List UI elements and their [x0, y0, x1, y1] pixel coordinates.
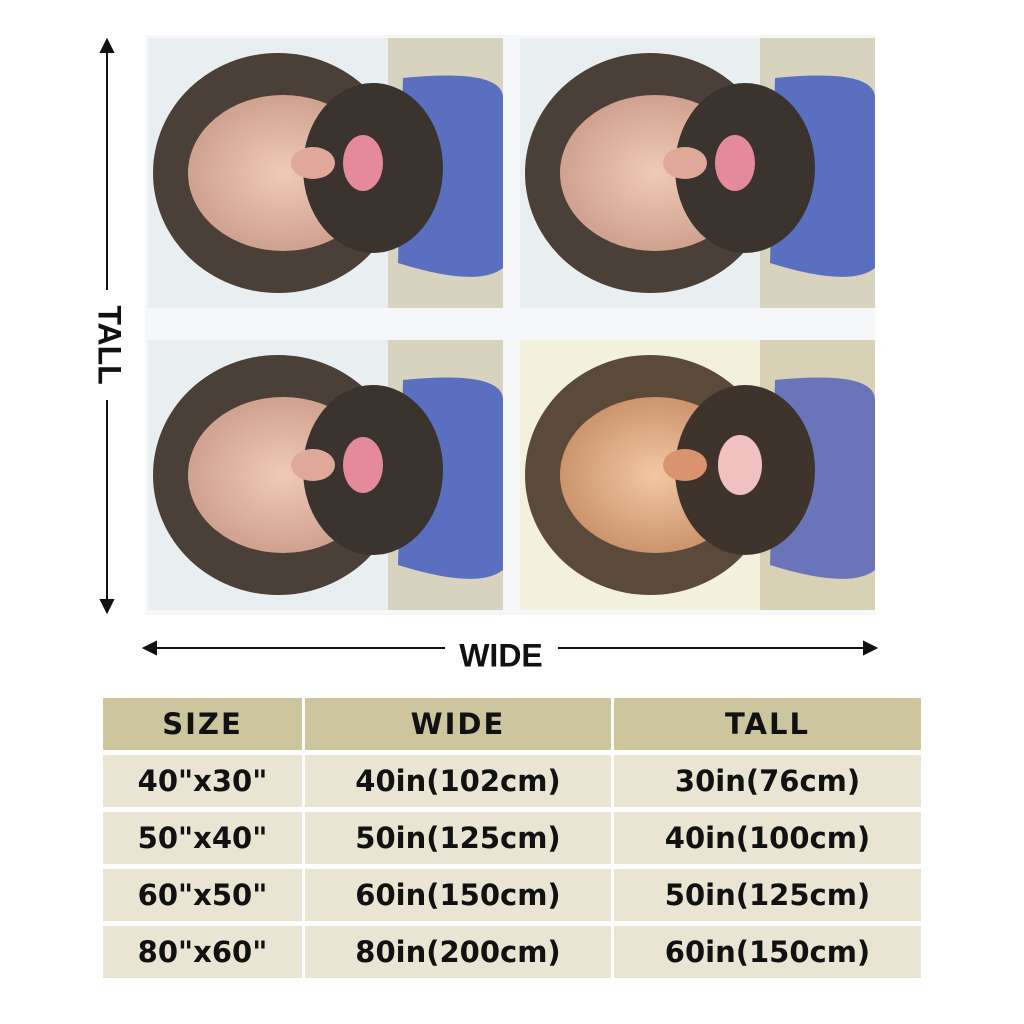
tall-label: TALL — [92, 305, 128, 384]
table-cell: 60in(150cm) — [305, 869, 611, 921]
table-cell: 40in(100cm) — [614, 812, 921, 864]
photo — [148, 38, 503, 308]
table-cell: 80"x60" — [103, 926, 302, 978]
table-cell: 60"x50" — [103, 869, 302, 921]
header-cell: WIDE — [305, 698, 611, 750]
tall-arrow — [99, 37, 115, 615]
table-cell: 60in(150cm) — [614, 926, 921, 978]
photo — [148, 340, 503, 610]
table-cell: 50in(125cm) — [305, 812, 611, 864]
photo — [520, 38, 875, 308]
table-cell: 50"x40" — [103, 812, 302, 864]
header-cell: SIZE — [103, 698, 302, 750]
table-cell: 40in(102cm) — [305, 755, 611, 807]
table-cell: 50in(125cm) — [614, 869, 921, 921]
table-cell: 40"x30" — [103, 755, 302, 807]
wide-label: WIDE — [459, 637, 543, 673]
table-cell: 30in(76cm) — [614, 755, 921, 807]
header-cell: TALL — [614, 698, 921, 750]
illustration: TALL WIDE — [91, 37, 879, 674]
table-cell: 80in(200cm) — [305, 926, 611, 978]
size-table: SIZE WIDE TALL 40"x30" 40in(102cm) 30in(76cm)… — [103, 698, 921, 978]
wide-arrow — [141, 640, 879, 656]
photo — [520, 340, 875, 610]
